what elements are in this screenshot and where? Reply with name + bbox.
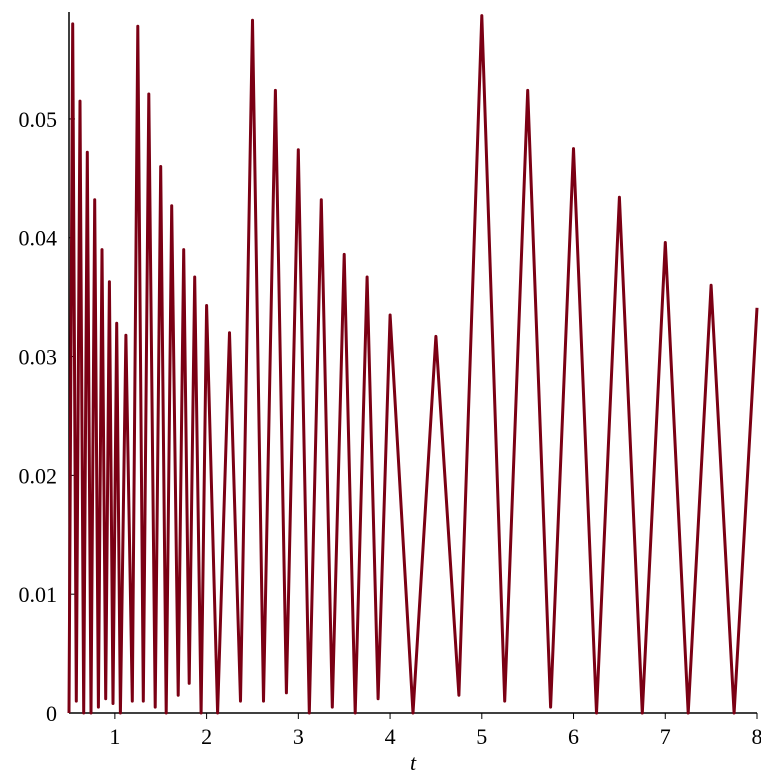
x-tick-label: 2 — [201, 724, 212, 749]
x-tick-label: 4 — [385, 724, 396, 749]
x-tick-label: 8 — [752, 724, 761, 749]
y-tick-label: 0 — [46, 701, 57, 726]
y-tick-label: 0.03 — [19, 345, 58, 370]
y-tick-label: 0.01 — [19, 582, 58, 607]
series-line — [67, 14, 759, 715]
y-tick-label: 0.02 — [19, 463, 58, 488]
x-tick-label: 7 — [660, 724, 671, 749]
x-tick-label: 5 — [476, 724, 487, 749]
axes — [68, 12, 757, 714]
x-tick-label: 6 — [568, 724, 579, 749]
x-axis-title: t — [410, 750, 417, 775]
x-ticks: 1 2 3 4 5 6 7 8 — [109, 713, 761, 749]
x-tick-label: 3 — [293, 724, 304, 749]
y-tick-label: 0.05 — [19, 107, 58, 132]
y-ticks: 0 0.01 0.02 0.03 0.04 0.05 — [19, 107, 75, 726]
y-tick-label: 0.04 — [19, 226, 58, 251]
series-layer — [67, 14, 759, 715]
x-tick-label: 1 — [109, 724, 120, 749]
